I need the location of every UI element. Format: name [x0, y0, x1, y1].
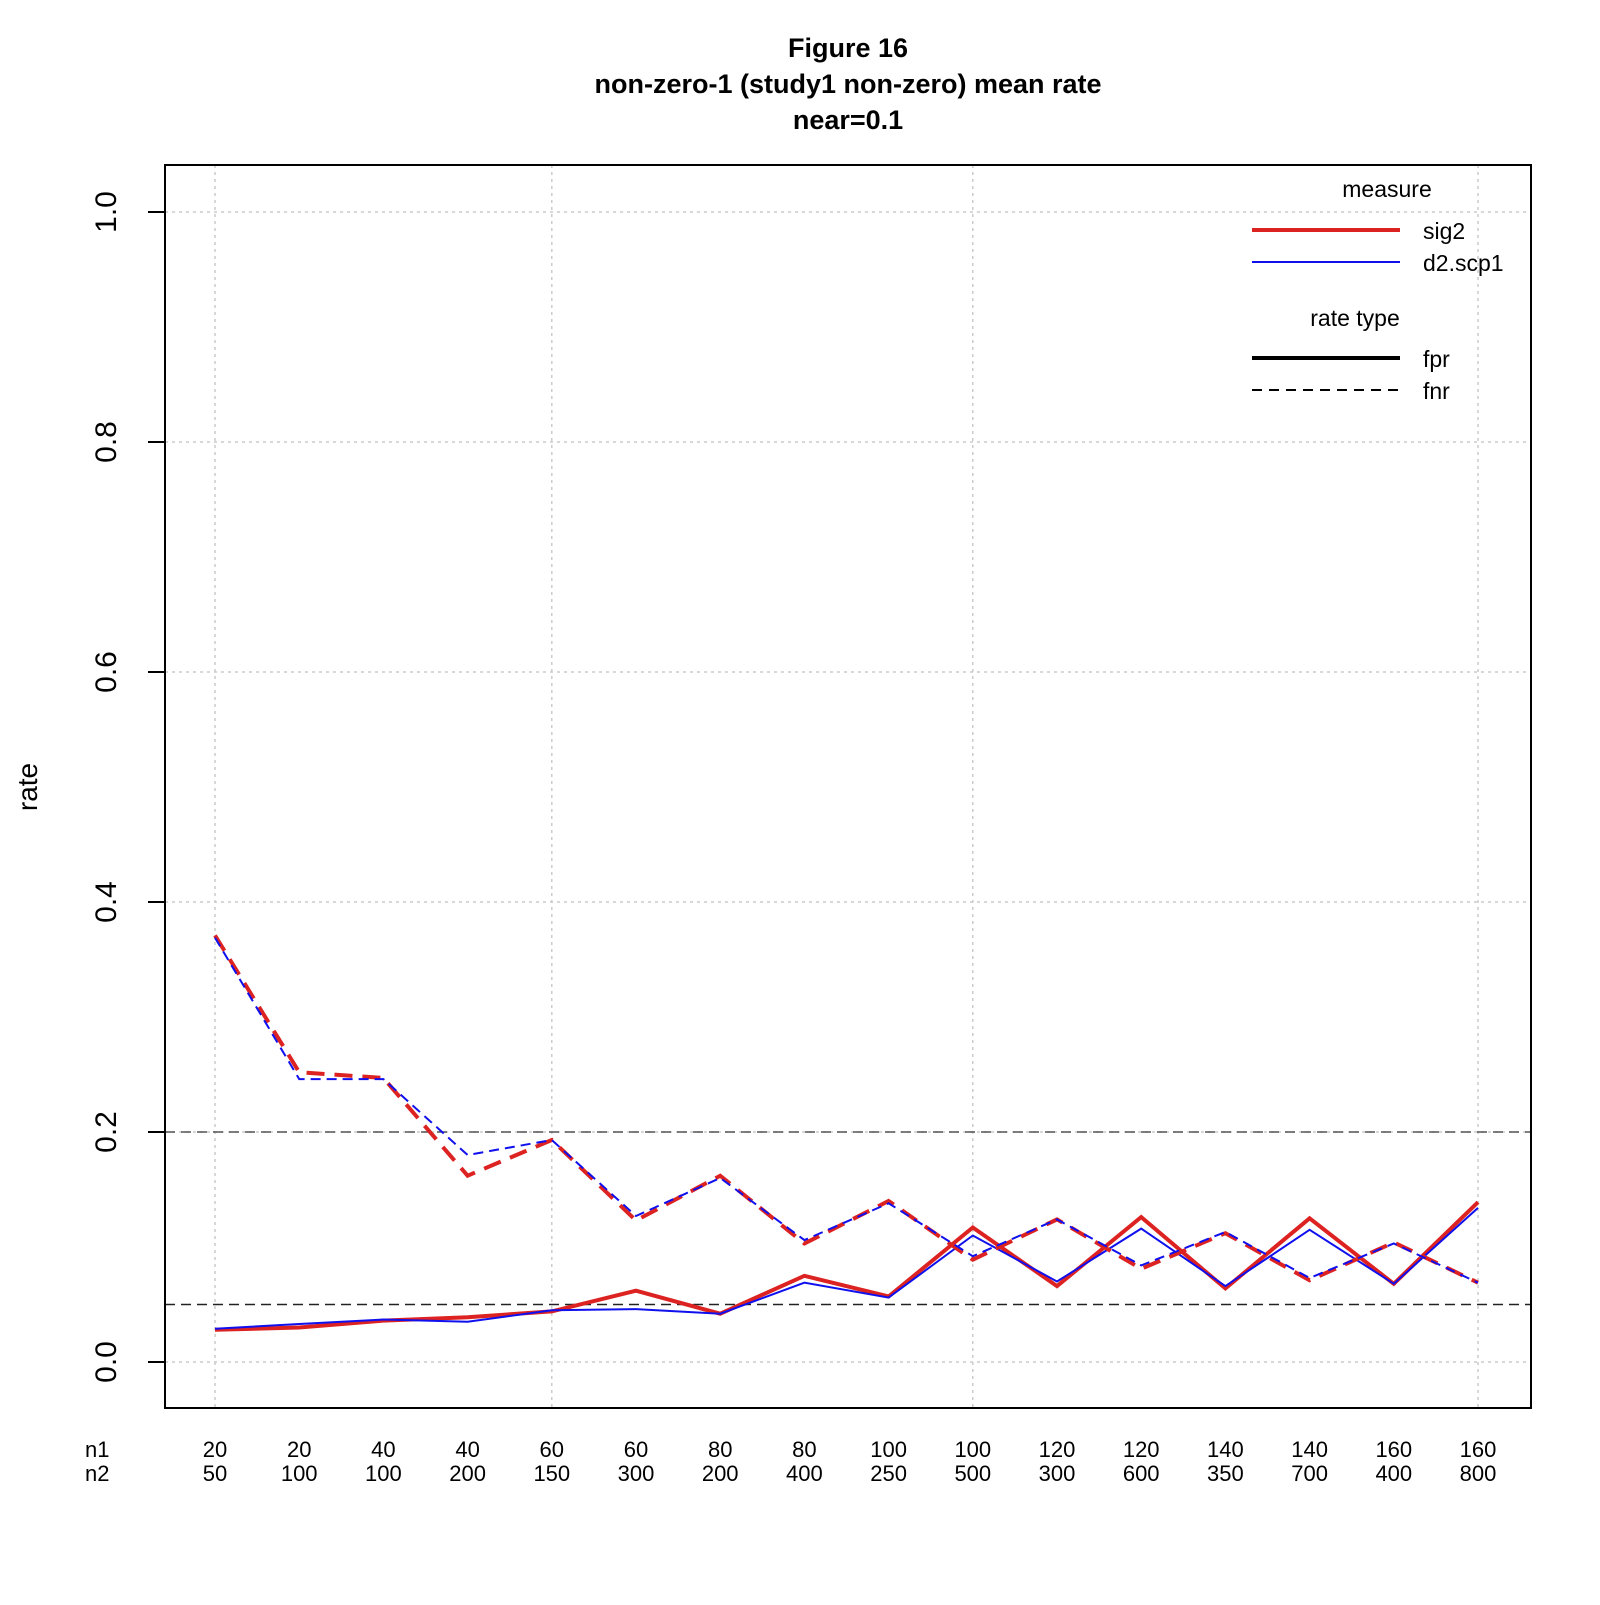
x-tick-label-n1: 120	[1039, 1437, 1076, 1462]
x-tick-label-n1: 100	[870, 1437, 907, 1462]
x-tick-label-n1: 100	[954, 1437, 991, 1462]
legend-d2scp1-label: d2.scp1	[1423, 250, 1504, 276]
x-tick-label-n1: 40	[371, 1437, 395, 1462]
plot-frame	[164, 164, 1532, 1409]
x-row-label-n2: n2	[85, 1461, 109, 1486]
x-row-label-n1: n1	[85, 1437, 109, 1462]
series-layer	[213, 934, 1480, 1332]
y-axis-label: rate	[12, 763, 43, 811]
y-tick-label: 1.0	[90, 191, 123, 233]
legend: measure sig2 d2.scp1 rate type fpr fnr	[1252, 176, 1504, 404]
x-tick-label-n2: 250	[870, 1461, 907, 1486]
x-tick-label-n2: 150	[533, 1461, 570, 1486]
x-tick-label-n1: 20	[287, 1437, 311, 1462]
x-tick-label-n2: 400	[786, 1461, 823, 1486]
x-tick-label-n1: 20	[203, 1437, 227, 1462]
chart-title-line3: near=0.1	[793, 105, 903, 135]
legend-fnr-label: fnr	[1423, 378, 1450, 404]
chart-title-line2: non-zero-1 (study1 non-zero) mean rate	[594, 69, 1101, 99]
x-tick-label-n1: 80	[708, 1437, 732, 1462]
x-tick-label-n2: 800	[1460, 1461, 1497, 1486]
y-tick-label: 0.6	[90, 651, 123, 693]
y-tick-label: 0.0	[90, 1341, 123, 1383]
x-tick-label-n2: 100	[365, 1461, 402, 1486]
x-tick-label-n1: 120	[1123, 1437, 1160, 1462]
x-tick-label-n2: 400	[1375, 1461, 1412, 1486]
x-tick-label-n1: 40	[455, 1437, 479, 1462]
x-tick-label-n2: 700	[1291, 1461, 1328, 1486]
x-tick-label-n1: 140	[1291, 1437, 1328, 1462]
y-axis: 0.0 0.2 0.4 0.6 0.8 1.0	[90, 191, 165, 1383]
chart-title-line1: Figure 16	[788, 33, 908, 63]
legend-fpr-label: fpr	[1423, 346, 1450, 372]
legend-sig2-label: sig2	[1423, 218, 1465, 244]
x-tick-label-n1: 60	[540, 1437, 564, 1462]
x-tick-label-n1: 160	[1375, 1437, 1412, 1462]
x-tick-label-n1: 60	[624, 1437, 648, 1462]
series-line-sig2-fpr	[214, 1200, 1480, 1332]
x-tick-label-n1: 80	[792, 1437, 816, 1462]
x-tick-label-n2: 50	[203, 1461, 227, 1486]
x-tick-label-n2: 350	[1207, 1461, 1244, 1486]
reference-lines	[165, 1131, 1531, 1306]
series-line-sig2-fnr	[213, 934, 1479, 1285]
y-tick-label: 0.8	[90, 421, 123, 463]
x-tick-label-n2: 500	[954, 1461, 991, 1486]
y-tick-label: 0.2	[90, 1111, 123, 1153]
y-tick-label: 0.4	[90, 881, 123, 923]
x-tick-label-n2: 600	[1123, 1461, 1160, 1486]
x-tick-label-n2: 200	[702, 1461, 739, 1486]
x-tick-label-n2: 200	[449, 1461, 486, 1486]
series-line-d2scp1-fpr	[214, 1207, 1479, 1330]
x-tick-label-n1: 160	[1460, 1437, 1497, 1462]
x-tick-label-n2: 100	[281, 1461, 318, 1486]
legend-ratetype-title: rate type	[1310, 305, 1400, 331]
legend-measure-title: measure	[1342, 176, 1431, 202]
x-tick-label-n2: 300	[618, 1461, 655, 1486]
series-line-d2scp1-fnr	[214, 937, 1479, 1284]
x-axis: n1n2205020100401004020060150603008020080…	[85, 1437, 1496, 1486]
x-tick-label-n2: 300	[1039, 1461, 1076, 1486]
x-tick-label-n1: 140	[1207, 1437, 1244, 1462]
